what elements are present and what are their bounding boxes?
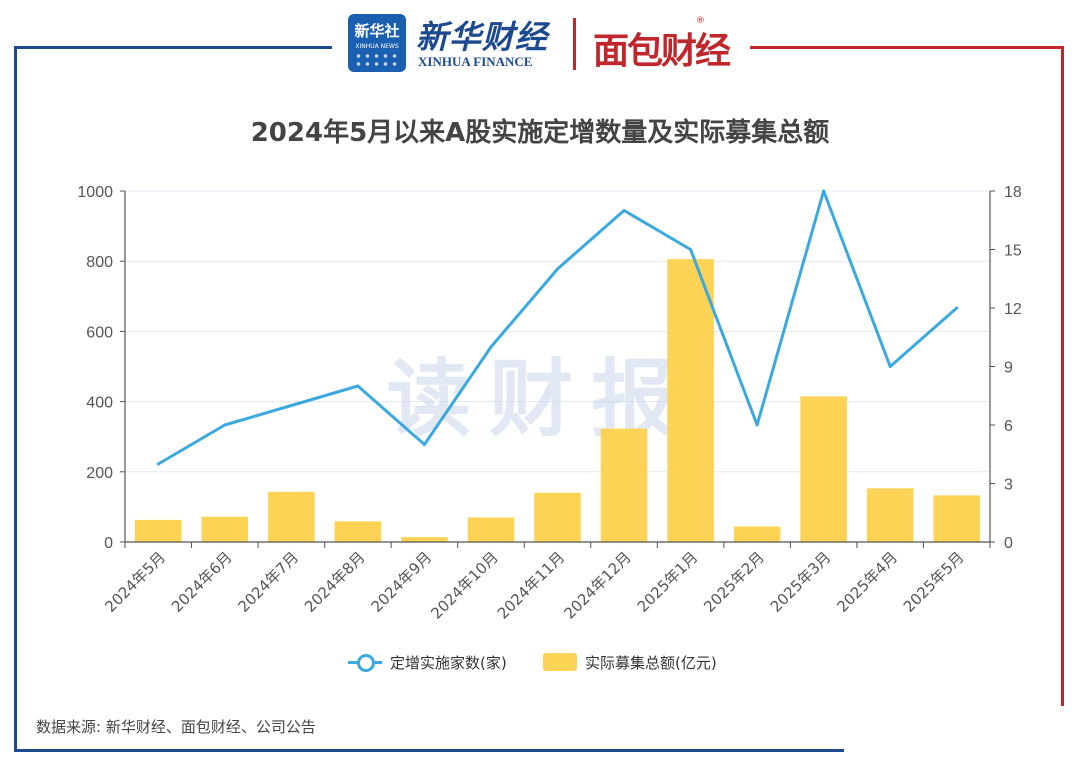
frame-left-line (14, 46, 17, 752)
bar (534, 492, 581, 542)
line-series (156, 189, 959, 466)
x-tick-label: 2025年4月 (833, 548, 901, 616)
x-tick-label: 2024年6月 (168, 548, 236, 616)
x-tick-label: 2024年10月 (427, 548, 501, 622)
line-series-marker-icon (348, 650, 382, 674)
line-point (822, 189, 826, 193)
bar (268, 491, 315, 542)
mianbao-finance-logo: 面包财经 (593, 31, 731, 72)
frame-bottom-line (14, 749, 844, 752)
xinhua-finance-logo: 新华财经 (416, 18, 549, 56)
bar (866, 488, 914, 542)
header-divider (573, 18, 576, 70)
line-point (489, 345, 493, 349)
line-point (289, 404, 293, 407)
network-dots-icon (354, 52, 400, 68)
x-tick-label: 2024年5月 (101, 548, 169, 616)
x-axis-ticks: 2024年5月2024年6月2024年7月2024年8月2024年9月2024年… (101, 548, 967, 622)
line-point (223, 423, 227, 427)
bar (733, 526, 781, 542)
left-tick-label: 200 (86, 465, 113, 482)
line-point (888, 365, 892, 368)
line-point (422, 443, 426, 446)
left-tick-label: 400 (86, 395, 113, 412)
x-tick-label: 2024年12月 (560, 548, 634, 622)
xinhua-badge-en: XINHUA NEWS (355, 43, 399, 50)
xinhua-badge-cn: 新华社 (354, 22, 400, 40)
left-tick-label: 800 (86, 254, 113, 271)
x-tick-label: 2024年11月 (494, 548, 568, 622)
frame-right-line (1061, 46, 1064, 706)
line-point (156, 462, 160, 466)
right-tick-label: 3 (1004, 477, 1013, 494)
x-tick-label: 2025年5月 (900, 548, 968, 616)
left-tick-label: 1000 (77, 184, 113, 201)
right-tick-label: 0 (1004, 535, 1013, 552)
header-logos: 新华社 XINHUA NEWS 新华财经 XINHUA FINANCE 面包财经… (340, 8, 745, 72)
left-axis-ticks: 0 200 400 600 800 1000 (77, 184, 125, 552)
bar (401, 537, 448, 542)
registered-mark: ® (696, 16, 705, 26)
line-point (556, 267, 559, 271)
legend-label-bar: 实际募集总额(亿元) (585, 653, 717, 672)
line-point (755, 423, 759, 427)
x-tick-label: 2025年1月 (634, 548, 702, 616)
chart-title: 2024年5月以来A股实施定增数量及实际募集总额 (250, 118, 830, 148)
data-source-note: 数据来源: 新华财经、面包财经、公司公告 (36, 718, 316, 736)
x-tick-label: 2025年3月 (767, 548, 835, 616)
x-tick-label: 2024年9月 (368, 548, 436, 616)
bar (667, 259, 714, 542)
left-tick-label: 0 (104, 535, 113, 552)
right-tick-label: 6 (1004, 418, 1013, 435)
line-point (689, 248, 693, 251)
xinhua-finance-en: XINHUA FINANCE (418, 54, 533, 69)
legend-label-line: 定增实施家数(家) (390, 653, 507, 672)
right-tick-label: 9 (1004, 360, 1013, 377)
bar (201, 516, 249, 542)
bar-series (134, 259, 981, 542)
line-point (356, 384, 360, 388)
frame-top-right-line (750, 46, 1064, 49)
legend-item-bar[interactable]: 实际募集总额(亿元) (543, 650, 717, 674)
line-point (622, 209, 626, 212)
left-tick-label: 600 (86, 324, 113, 341)
line-point (955, 306, 959, 310)
bar (334, 521, 382, 542)
right-tick-label: 12 (1004, 301, 1022, 318)
right-axis-ticks: 0 3 6 9 12 15 18 (990, 184, 1022, 552)
bar (933, 495, 981, 542)
x-tick-label: 2025年2月 (700, 548, 768, 616)
legend: 定增实施家数(家) 实际募集总额(亿元) (0, 650, 1080, 674)
frame-top-left-line (14, 46, 332, 49)
x-tick-label: 2024年7月 (234, 548, 302, 616)
bar-series-swatch-icon (543, 653, 577, 671)
bar (800, 396, 847, 542)
right-tick-label: 15 (1004, 243, 1022, 260)
legend-item-line[interactable]: 定增实施家数(家) (348, 650, 507, 674)
bar (600, 428, 648, 542)
bar (467, 517, 515, 542)
right-tick-label: 18 (1004, 184, 1022, 201)
bar (134, 519, 182, 542)
x-tick-label: 2024年8月 (301, 548, 369, 616)
xinhua-news-logo: 新华社 XINHUA NEWS (348, 14, 406, 72)
